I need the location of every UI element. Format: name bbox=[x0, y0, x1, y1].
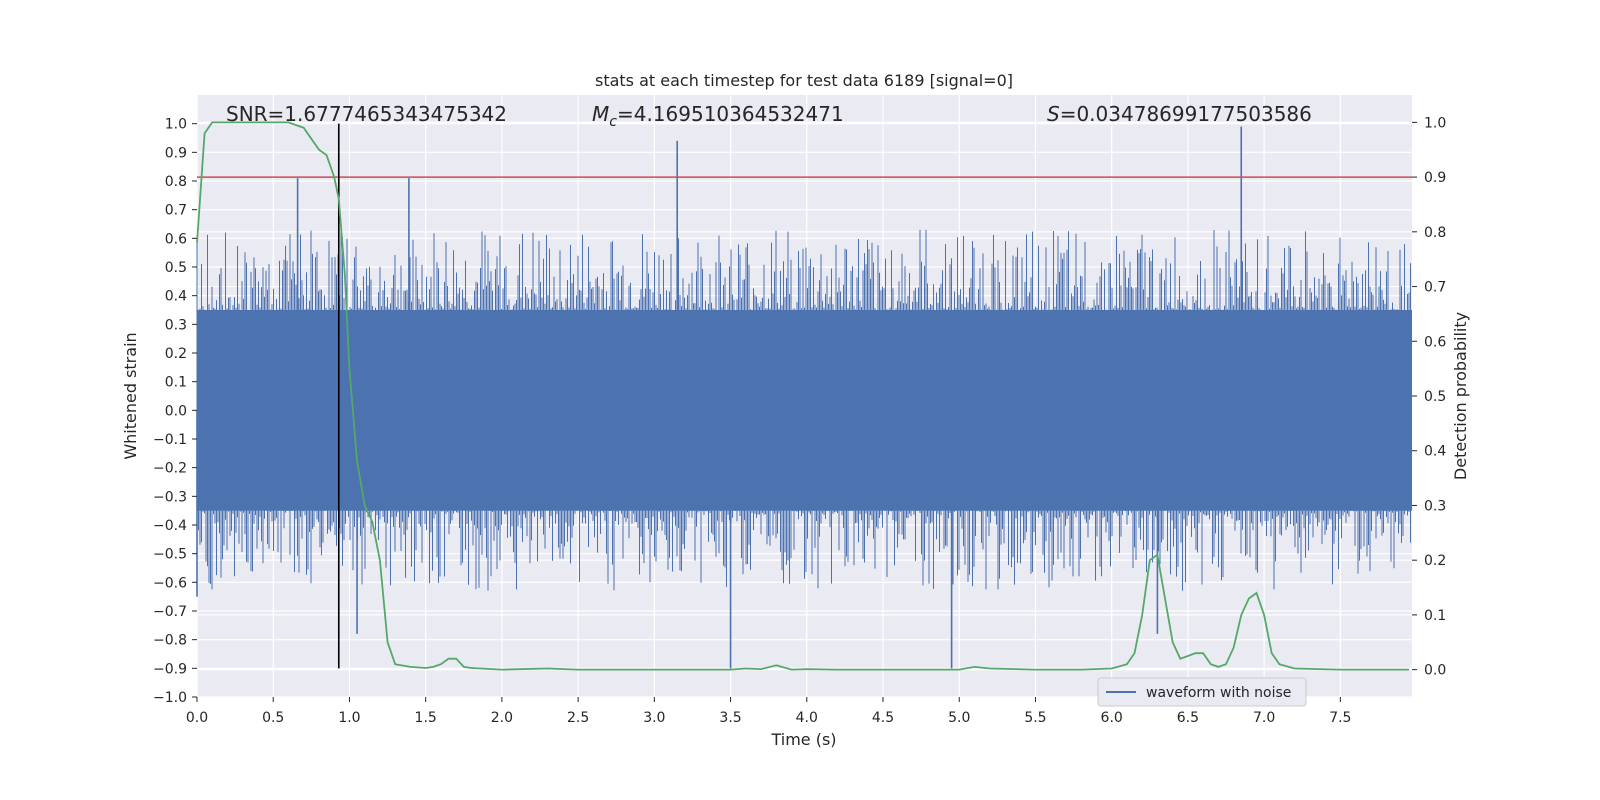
y-right-tick-label: 0.2 bbox=[1424, 553, 1446, 569]
y-left-tick-label: −0.2 bbox=[153, 461, 187, 477]
y-right-tick-label: 0.6 bbox=[1424, 334, 1446, 350]
y-left-tick-label: −0.6 bbox=[153, 575, 187, 591]
s-value: =0.03478699177503586 bbox=[1060, 102, 1312, 126]
x-tick-label: 5.5 bbox=[1024, 710, 1046, 726]
y-left-tick-label: 0.5 bbox=[165, 260, 187, 276]
s-symbol: S bbox=[1047, 102, 1060, 126]
y-left-tick-label: 1.0 bbox=[165, 117, 187, 133]
y-left-tick-label: −0.4 bbox=[153, 518, 187, 534]
snr-annotation: SNR=1.6777465343475342 bbox=[226, 102, 507, 126]
x-tick-label: 2.0 bbox=[491, 710, 513, 726]
y-left-axis-title: Whitened strain bbox=[121, 332, 140, 459]
y-right-tick-label: 0.5 bbox=[1424, 389, 1446, 405]
chirp-mass-symbol: M bbox=[592, 102, 609, 126]
y-left-tick-label: −0.8 bbox=[153, 633, 187, 649]
y-left-tick-label: −0.3 bbox=[153, 489, 187, 505]
chart-title: stats at each timestep for test data 618… bbox=[595, 71, 1013, 90]
y-right-tick-label: 0.8 bbox=[1424, 225, 1446, 241]
probability-line bbox=[196, 121, 1409, 671]
y-left-tick-label: 0.1 bbox=[165, 375, 187, 391]
y-right-tick-label: 0.4 bbox=[1424, 444, 1446, 460]
strain-noise-path bbox=[196, 229, 1411, 591]
x-axis-ticks: 0.0 0.5 1.0 1.5 2.0 2.5 3.0 3.5 4.0 4.5 5.0 5.5 6.0 6… bbox=[186, 697, 1351, 726]
strain-spikes bbox=[196, 126, 1411, 669]
y-left-tick-label: −0.7 bbox=[153, 604, 187, 620]
x-axis-title: Time (s) bbox=[770, 730, 836, 749]
x-tick-label: 3.5 bbox=[719, 710, 741, 726]
x-tick-label: 7.5 bbox=[1329, 710, 1351, 726]
y-right-tick-label: 1.0 bbox=[1424, 115, 1446, 131]
x-tick-label: 5.0 bbox=[948, 710, 970, 726]
y-left-tick-label: 0.9 bbox=[165, 145, 187, 161]
x-tick-label: 4.5 bbox=[872, 710, 894, 726]
y-left-tick-label: −0.9 bbox=[153, 661, 187, 677]
y-right-axis-title: Detection probability bbox=[1451, 312, 1470, 480]
y-left-tick-label: 0.8 bbox=[165, 174, 187, 190]
y-right-tick-label: 0.3 bbox=[1424, 498, 1446, 514]
x-tick-label: 2.5 bbox=[567, 710, 589, 726]
x-tick-label: 1.0 bbox=[338, 710, 360, 726]
x-tick-label: 6.0 bbox=[1101, 710, 1123, 726]
legend-label: waveform with noise bbox=[1146, 685, 1291, 701]
y-left-tick-label: −0.5 bbox=[153, 547, 187, 563]
y-left-tick-label: 0.0 bbox=[165, 403, 187, 419]
y-left-tick-label: −0.1 bbox=[153, 432, 187, 448]
chirp-mass-value: =4.169510364532471 bbox=[617, 102, 844, 126]
s-annotation: S=0.03478699177503586 bbox=[1047, 102, 1312, 126]
legend-box bbox=[1097, 677, 1307, 707]
y-right-tick-label: 0.7 bbox=[1424, 280, 1446, 296]
y-left-tick-label: 0.4 bbox=[165, 289, 187, 305]
probability-polyline bbox=[196, 121, 1409, 671]
y-left-tick-label: −1.0 bbox=[153, 690, 187, 706]
chirp-mass-subscript: c bbox=[609, 114, 617, 130]
x-tick-label: 0.5 bbox=[262, 710, 284, 726]
x-tick-label: 6.5 bbox=[1177, 710, 1199, 726]
y-left-tick-label: 0.3 bbox=[165, 317, 187, 333]
y-right-tick-label: 0.9 bbox=[1424, 170, 1446, 186]
y-right-axis-ticks: 1.0 0.9 0.8 0.7 0.6 0.5 0.4 0.3 0.2 0.1 0.0 bbox=[1412, 115, 1446, 679]
legend: waveform with noise bbox=[1097, 677, 1307, 707]
x-tick-label: 3.0 bbox=[643, 710, 665, 726]
y-left-tick-label: 0.7 bbox=[165, 203, 187, 219]
x-tick-label: 1.5 bbox=[415, 710, 437, 726]
x-tick-label: 7.0 bbox=[1253, 710, 1275, 726]
x-tick-label: 0.0 bbox=[186, 710, 208, 726]
chirp-mass-annotation: Mc=4.169510364532471 bbox=[592, 102, 844, 130]
y-left-axis-ticks: 1.0 0.9 0.8 0.7 0.6 0.5 0.4 0.3 0.2 0.1 0.0 −0.1 −0.… bbox=[153, 117, 197, 706]
y-left-tick-label: 0.2 bbox=[165, 346, 187, 362]
y-left-tick-label: 0.6 bbox=[165, 231, 187, 247]
y-right-tick-label: 0.1 bbox=[1424, 608, 1446, 624]
x-tick-label: 4.0 bbox=[796, 710, 818, 726]
y-right-tick-label: 0.0 bbox=[1424, 663, 1446, 679]
